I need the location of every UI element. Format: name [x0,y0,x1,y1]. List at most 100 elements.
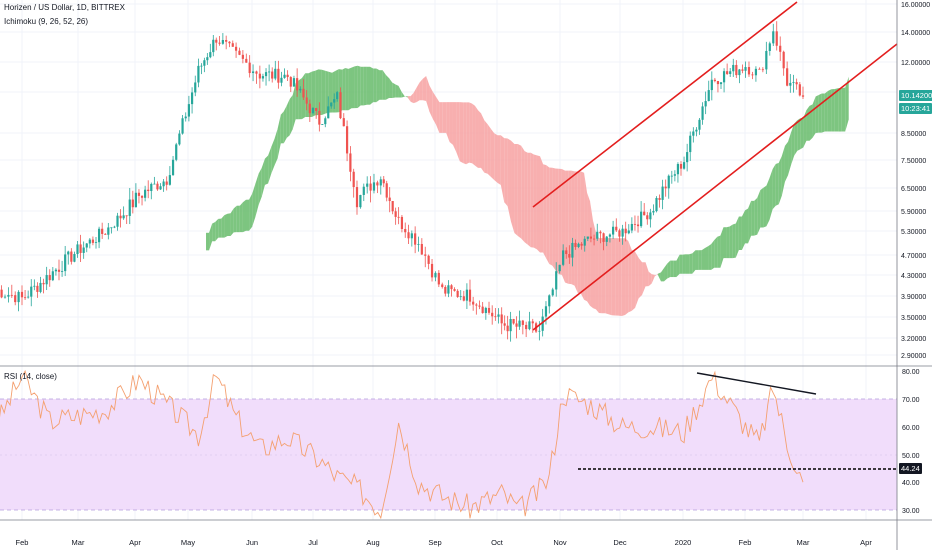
cloud-segment [227,213,231,236]
cloud-segment [800,117,804,150]
candle-body [512,318,515,324]
candle-body [500,314,503,324]
cloud-segment [280,111,284,144]
candle-body [48,275,51,281]
candle-body [404,228,407,233]
candle-body [695,129,698,132]
candle-body [624,228,627,234]
cloud-segment [720,227,724,268]
candle-body [391,201,394,212]
cloud-segment [549,167,553,266]
candle-body [655,198,658,212]
cloud-segment [514,143,518,236]
candle-body [744,67,747,71]
candle-body [369,183,372,191]
ichimoku-cloud [206,65,849,316]
rsi-tick-label: 70.00 [902,397,920,404]
candle-body [704,101,707,107]
cloud-segment [841,87,846,132]
candle-body [481,306,484,314]
candle-body [427,255,430,264]
cloud-segment [571,170,575,286]
candle-body [342,118,345,127]
cloud-segment [714,236,718,268]
candle-body [468,289,472,302]
candle-body [67,251,70,255]
cloud-segment [754,197,758,236]
cloud-segment [838,88,842,132]
cloud-segment [459,102,464,164]
ichimoku-legend: Ichimoku (9, 26, 52, 26) [4,17,89,26]
candle-body [27,296,30,298]
cloud-segment [206,232,210,251]
candle-body [197,65,200,83]
cloud-segment [657,272,661,282]
candle-body [698,119,701,130]
cloud-segment [429,85,433,119]
cloud-segment [608,238,612,316]
cloud-segment [504,138,508,207]
candle-body [10,294,13,296]
cloud-segment [261,158,265,197]
time-tick-label: Mar [797,538,810,547]
cloud-segment [682,254,686,274]
cloud-segment [654,273,658,277]
cloud-segment [442,102,447,133]
rsi-band-fill [0,399,897,510]
cloud-segment [806,105,810,141]
channel-lower-line [532,43,898,331]
cloud-segment [593,220,596,310]
cloud-segment [348,67,352,111]
candle-body [589,236,593,239]
candle-body [586,236,589,239]
cloud-segment [729,224,733,259]
candle-body [57,269,61,272]
candle-body [79,244,82,253]
candle-body [248,62,251,74]
cloud-segment [463,102,467,165]
candle-body [565,250,568,255]
cloud-segment [660,268,665,282]
cloud-segment [831,89,835,132]
cloud-segment [283,105,287,144]
candle-body [388,197,391,202]
cloud-segment [568,170,572,285]
candle-body [299,88,302,91]
cloud-segment [638,257,643,299]
countdown-badge: 10:23:41 [899,103,932,114]
cloud-segment [354,65,358,109]
time-tick-label: Apr [860,538,872,547]
candle-body [494,316,497,318]
candle-body [630,223,633,231]
time-tick-label: Mar [72,538,85,547]
candle-body [397,216,400,218]
candle-body [212,39,215,53]
cloud-segment [357,65,361,108]
cloud-segment [692,250,696,274]
cloud-segment [794,120,798,156]
time-tick-label: 2020 [675,538,692,547]
cloud-segment [708,244,712,270]
candle-body [175,144,178,160]
candle-body [538,330,541,332]
candle-body [238,50,241,55]
candle-body [203,60,206,66]
candle-body [296,78,299,91]
candle-body [150,183,153,192]
candle-body [209,52,212,58]
candle-body [125,215,128,217]
candle-body [187,104,191,117]
cloud-segment [565,170,569,284]
candle-body [231,43,234,47]
cloud-segment [233,205,237,233]
cloud-segment [704,246,709,270]
candle-body [82,247,85,253]
time-tick-label: Oct [491,538,504,547]
cloud-segment [615,238,619,316]
cloud-segment [726,226,730,259]
last-price-badge: 10.14200 [899,90,932,101]
cloud-segment [701,248,705,270]
candle-body [42,282,45,285]
candle-body [751,74,754,76]
